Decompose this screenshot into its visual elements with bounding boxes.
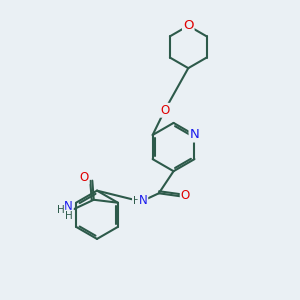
Text: O: O xyxy=(160,104,169,117)
Text: O: O xyxy=(181,189,190,202)
Text: N: N xyxy=(190,128,199,142)
Text: H: H xyxy=(57,205,64,215)
Text: H: H xyxy=(133,196,141,206)
Text: N: N xyxy=(139,194,147,207)
Text: O: O xyxy=(80,171,89,184)
Text: H: H xyxy=(65,211,73,221)
Text: N: N xyxy=(64,200,73,213)
Text: O: O xyxy=(183,19,194,32)
